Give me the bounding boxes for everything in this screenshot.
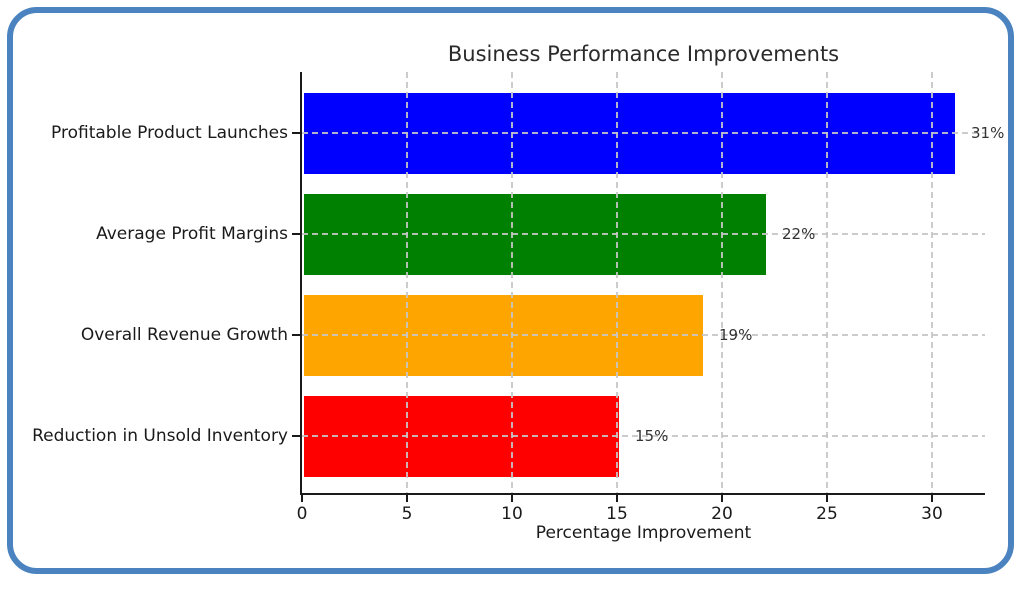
x-tick-label: 15 [606, 504, 628, 524]
x-tick-label: 0 [296, 504, 308, 524]
category-label: Profitable Product Launches [51, 123, 288, 143]
x-tick-label: 10 [501, 504, 523, 524]
x-tick-mark [931, 495, 933, 502]
gridline-vertical [931, 72, 933, 493]
gridline-horizontal [302, 233, 985, 235]
gridline-vertical [721, 72, 723, 493]
x-tick-mark [511, 495, 513, 502]
x-tick-mark [301, 495, 303, 502]
value-label: 15% [635, 427, 669, 445]
gridline-vertical [406, 72, 408, 493]
category-label: Average Profit Margins [96, 224, 288, 244]
gridline-vertical [511, 72, 513, 493]
value-label: 31% [971, 124, 1005, 142]
y-tick-mark [292, 334, 300, 336]
category-label: Overall Revenue Growth [80, 325, 288, 345]
y-axis-line [300, 72, 302, 495]
gridline-vertical [826, 72, 828, 493]
x-tick-mark [826, 495, 828, 502]
x-tick-mark [721, 495, 723, 502]
y-tick-mark [292, 132, 300, 134]
x-tick-label: 5 [401, 504, 413, 524]
gridline-vertical [616, 72, 618, 493]
category-label: Reduction in Unsold Inventory [32, 426, 288, 446]
x-axis-label: Percentage Improvement [535, 523, 752, 543]
gridline-horizontal [302, 435, 985, 437]
value-label: 22% [782, 225, 816, 243]
x-tick-label: 20 [711, 504, 733, 524]
x-tick-label: 30 [921, 504, 943, 524]
x-tick-mark [406, 495, 408, 502]
chart-title: Business Performance Improvements [447, 42, 840, 66]
gridline-horizontal [302, 334, 985, 336]
gridline-horizontal [302, 132, 985, 134]
x-axis-line [300, 493, 985, 495]
y-tick-mark [292, 233, 300, 235]
y-tick-mark [292, 435, 300, 437]
value-label: 19% [719, 326, 753, 344]
x-tick-mark [616, 495, 618, 502]
x-tick-label: 25 [816, 504, 838, 524]
